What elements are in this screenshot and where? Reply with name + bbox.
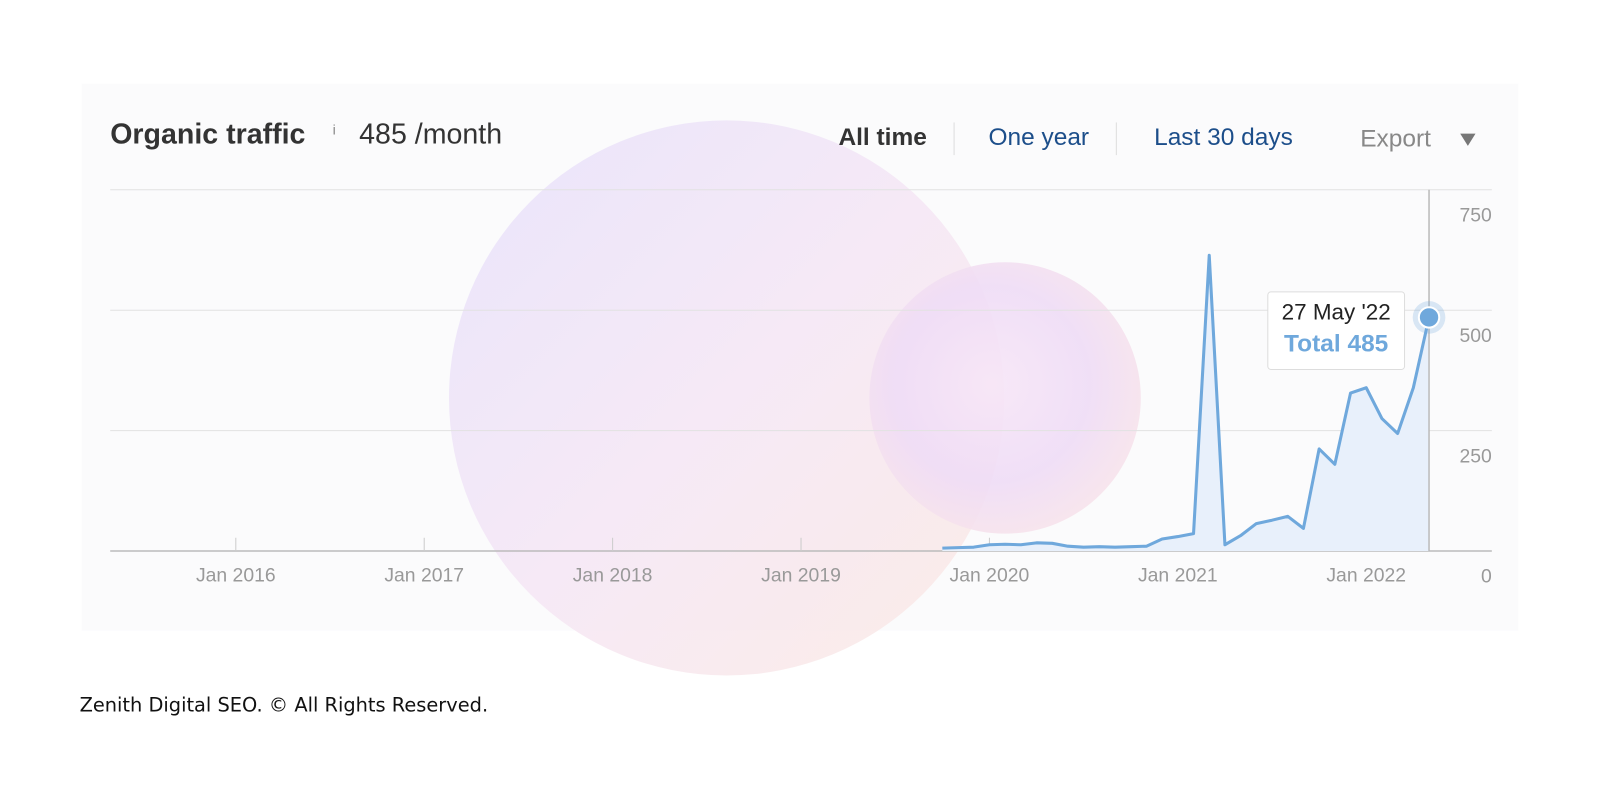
y-tick-label: 0 xyxy=(1481,566,1492,588)
tooltip xyxy=(1267,291,1406,370)
x-tick-label: Jan 2017 xyxy=(384,565,464,587)
title: Organic traffic xyxy=(110,118,305,150)
dropdown-arrow[interactable] xyxy=(1460,133,1476,146)
x-tick-label: Jan 2021 xyxy=(1138,565,1218,587)
tooltip-date: 27 May '22 xyxy=(1282,299,1391,324)
line xyxy=(942,253,1431,550)
hover-point xyxy=(1417,306,1441,329)
x-tick-label: Jan 2020 xyxy=(950,565,1030,587)
tooltip-value: Total 485 xyxy=(1284,330,1388,357)
decor-blob xyxy=(869,262,1141,534)
x-tick-label: Jan 2019 xyxy=(761,565,841,587)
area xyxy=(942,255,1430,552)
x-tick-label: Jan 2022 xyxy=(1326,565,1406,587)
tab[interactable]: One year xyxy=(988,124,1089,151)
traffic-value: 485 /month xyxy=(359,118,502,150)
x-tick-label: Jan 2016 xyxy=(196,565,276,587)
footer: Zenith Digital SEO. © All Rights Reserve… xyxy=(80,694,489,717)
export-button[interactable]: Export xyxy=(1360,125,1431,152)
tab[interactable]: All time xyxy=(838,124,926,151)
plot: 0 250 500 750 Jan 2016 Jan 2017 Jan 2018 Jan 20… xyxy=(110,189,1493,588)
info-icon[interactable]: i xyxy=(333,122,336,138)
decor-blob xyxy=(448,120,1005,676)
y-tick-label: 250 xyxy=(1460,445,1493,467)
y-tick-label: 750 xyxy=(1460,204,1493,226)
y-tick-label: 500 xyxy=(1460,325,1493,347)
x-tick-label: Jan 2018 xyxy=(573,565,653,587)
tab[interactable]: Last 30 days xyxy=(1154,124,1293,151)
